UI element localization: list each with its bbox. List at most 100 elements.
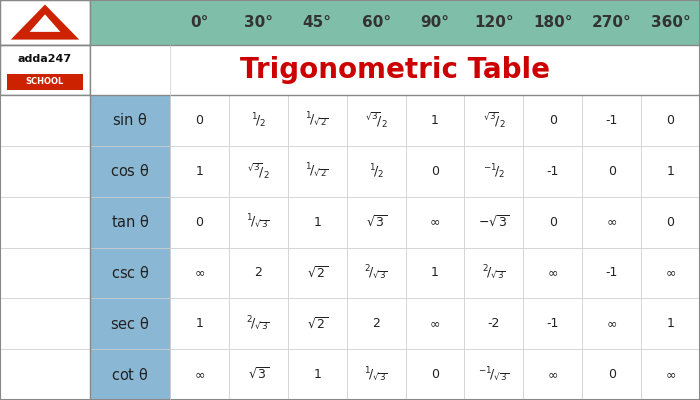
- Bar: [464, 146, 524, 197]
- Bar: [582, 248, 641, 298]
- Text: 0: 0: [608, 165, 616, 178]
- Bar: [641, 349, 700, 400]
- Text: SCHOOL: SCHOOL: [26, 78, 64, 86]
- Bar: [0, 349, 90, 400]
- Bar: [90, 349, 170, 400]
- Text: $\infty$: $\infty$: [665, 368, 676, 381]
- Text: 1: 1: [314, 216, 321, 228]
- Text: 1: 1: [195, 165, 204, 178]
- Text: -1: -1: [606, 114, 618, 127]
- Bar: [229, 349, 288, 400]
- Text: 120°: 120°: [474, 15, 514, 30]
- Bar: [229, 248, 288, 298]
- Bar: [582, 95, 641, 146]
- Bar: [346, 248, 405, 298]
- Text: $\infty$: $\infty$: [547, 266, 559, 280]
- Text: $^1\!/_{\sqrt{3}}$: $^1\!/_{\sqrt{3}}$: [246, 213, 270, 231]
- Text: -1: -1: [547, 165, 559, 178]
- Bar: [288, 248, 346, 298]
- Text: $\infty$: $\infty$: [606, 216, 617, 228]
- Text: $^1\!/_2$: $^1\!/_2$: [251, 111, 266, 130]
- Text: 2: 2: [254, 266, 262, 280]
- Text: 2: 2: [372, 317, 380, 330]
- Bar: [90, 197, 170, 248]
- Text: $-\sqrt{3}$: $-\sqrt{3}$: [478, 214, 510, 230]
- Text: $\mathrm{sec\ \theta}$: $\mathrm{sec\ \theta}$: [111, 316, 150, 332]
- Bar: [524, 95, 582, 146]
- Text: 30°: 30°: [244, 15, 273, 30]
- Text: 0: 0: [666, 114, 675, 127]
- Text: 180°: 180°: [533, 15, 573, 30]
- Bar: [7, 74, 83, 90]
- Bar: [582, 298, 641, 349]
- Bar: [288, 197, 346, 248]
- Bar: [582, 146, 641, 197]
- Bar: [170, 95, 229, 146]
- Bar: [641, 146, 700, 197]
- Polygon shape: [29, 14, 60, 32]
- Text: 0: 0: [608, 368, 616, 381]
- Bar: [464, 248, 524, 298]
- Bar: [0, 248, 90, 298]
- Text: $^{-1}\!/_2$: $^{-1}\!/_2$: [483, 162, 505, 181]
- Bar: [524, 197, 582, 248]
- Text: $\infty$: $\infty$: [429, 216, 440, 228]
- Text: $\infty$: $\infty$: [194, 266, 205, 280]
- Text: 0: 0: [195, 216, 204, 228]
- Text: $\infty$: $\infty$: [606, 317, 617, 330]
- Text: $^1\!/_{\sqrt{2}}$: $^1\!/_{\sqrt{2}}$: [305, 162, 329, 180]
- Text: $\mathrm{csc\ \theta}$: $\mathrm{csc\ \theta}$: [111, 265, 149, 281]
- Bar: [170, 146, 229, 197]
- Text: -1: -1: [547, 317, 559, 330]
- Text: 1: 1: [666, 165, 675, 178]
- Text: $\mathrm{cot\ \theta}$: $\mathrm{cot\ \theta}$: [111, 366, 148, 382]
- Text: $\infty$: $\infty$: [429, 317, 440, 330]
- Bar: [405, 197, 464, 248]
- Text: Trigonometric Table: Trigonometric Table: [240, 56, 550, 84]
- Text: 0: 0: [195, 114, 204, 127]
- Bar: [464, 95, 524, 146]
- Text: adda247: adda247: [18, 54, 72, 64]
- Bar: [346, 146, 405, 197]
- Text: 0: 0: [431, 165, 439, 178]
- Text: $\infty$: $\infty$: [547, 368, 559, 381]
- Bar: [288, 95, 346, 146]
- Bar: [346, 95, 405, 146]
- Bar: [90, 95, 170, 146]
- Text: 1: 1: [314, 368, 321, 381]
- Text: $\infty$: $\infty$: [665, 266, 676, 280]
- Text: $^{-1}\!/_{\sqrt{3}}$: $^{-1}\!/_{\sqrt{3}}$: [478, 366, 510, 384]
- Bar: [641, 298, 700, 349]
- Text: 1: 1: [195, 317, 204, 330]
- Bar: [0, 298, 90, 349]
- Bar: [641, 248, 700, 298]
- Text: $^{\sqrt{3}}\!/_2$: $^{\sqrt{3}}\!/_2$: [482, 111, 505, 130]
- Bar: [0, 95, 90, 146]
- Bar: [464, 298, 524, 349]
- Bar: [405, 95, 464, 146]
- Polygon shape: [10, 4, 79, 40]
- Text: $^{\sqrt{3}}\!/_2$: $^{\sqrt{3}}\!/_2$: [365, 111, 388, 130]
- Bar: [288, 146, 346, 197]
- Bar: [346, 298, 405, 349]
- Text: 0: 0: [549, 216, 557, 228]
- Bar: [405, 248, 464, 298]
- Bar: [0, 197, 90, 248]
- Bar: [346, 349, 405, 400]
- Bar: [346, 197, 405, 248]
- Bar: [405, 298, 464, 349]
- Bar: [405, 349, 464, 400]
- Bar: [229, 146, 288, 197]
- Text: $\mathrm{cos\ \theta}$: $\mathrm{cos\ \theta}$: [111, 163, 150, 179]
- Bar: [464, 349, 524, 400]
- Bar: [0, 45, 90, 95]
- Bar: [524, 146, 582, 197]
- Bar: [0, 0, 90, 45]
- Bar: [170, 298, 229, 349]
- Text: 0: 0: [666, 216, 675, 228]
- Text: $\mathrm{sin\ \theta}$: $\mathrm{sin\ \theta}$: [112, 112, 148, 128]
- Bar: [170, 349, 229, 400]
- Text: $\infty$: $\infty$: [194, 368, 205, 381]
- Text: $^2\!/_{\sqrt{3}}$: $^2\!/_{\sqrt{3}}$: [364, 264, 388, 282]
- Text: $^1\!/_{\sqrt{3}}$: $^1\!/_{\sqrt{3}}$: [364, 366, 388, 384]
